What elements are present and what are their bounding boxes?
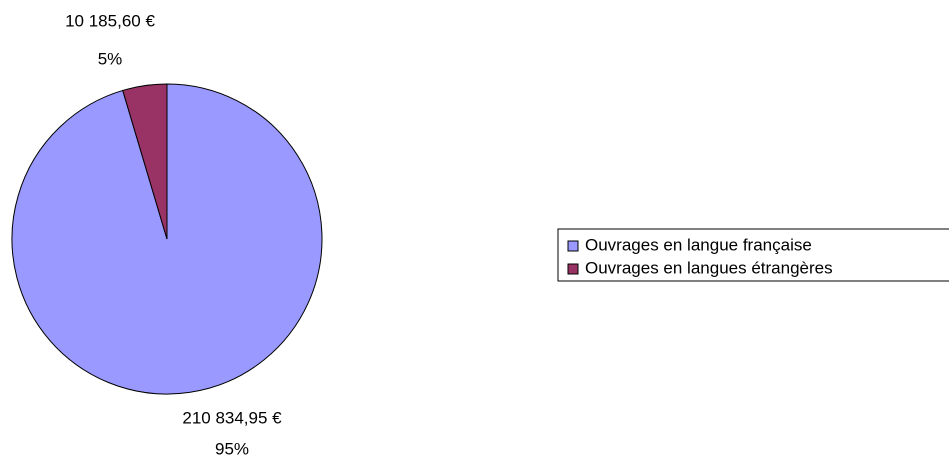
legend-box: [557, 228, 949, 282]
pie-slice: [122, 83, 168, 240]
value-label: 210 834,95 €: [182, 408, 282, 427]
percent-label: 95%: [215, 439, 249, 458]
percent-label: 5%: [98, 49, 123, 68]
legend-label: Ouvrages en langue française: [585, 235, 812, 254]
legend-swatch: [567, 263, 579, 275]
legend-swatch: [567, 240, 579, 252]
legend-label: Ouvrages en langues étrangères: [585, 258, 833, 277]
value-label: 10 185,60 €: [65, 11, 155, 30]
